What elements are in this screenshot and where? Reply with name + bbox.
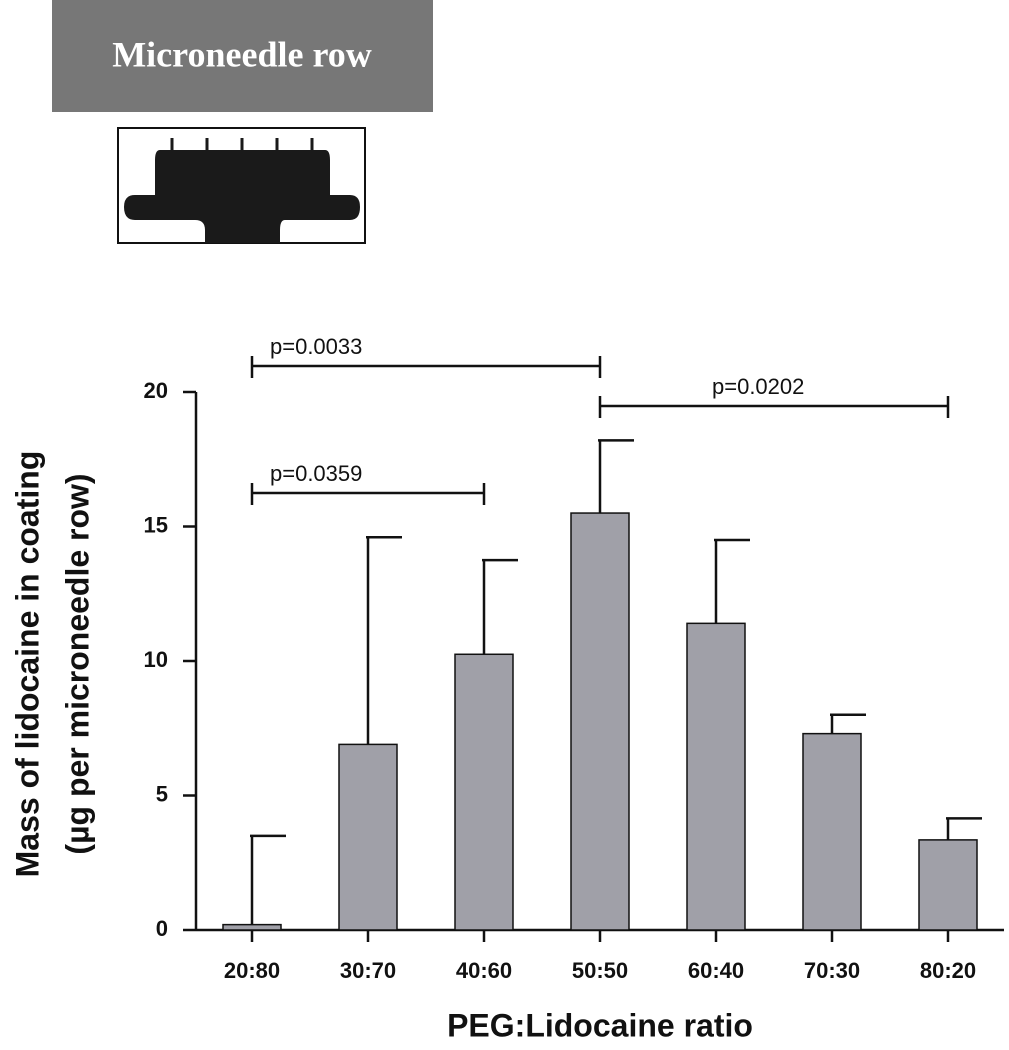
- error-bar: [830, 713, 866, 734]
- bar: [338, 743, 398, 931]
- inset-label: Microneedle row: [112, 34, 372, 74]
- bar: [918, 839, 978, 931]
- x-tick-label: 60:40: [688, 958, 744, 983]
- significance-label: p=0.0033: [270, 334, 362, 359]
- y-tick-label: 5: [156, 781, 168, 806]
- x-tick-label: 30:70: [340, 958, 396, 983]
- significance-bracket: [250, 356, 602, 378]
- y-axis-title: (µg per microneedle row): [59, 473, 95, 854]
- x-tick-label: 40:60: [456, 958, 512, 983]
- error-bar: [482, 558, 518, 655]
- y-axis-title: Mass of lidocaine in coating: [9, 451, 45, 878]
- x-tick-label: 50:50: [572, 958, 628, 983]
- bar: [686, 622, 746, 931]
- error-bar: [366, 536, 402, 745]
- x-axis-title: PEG:Lidocaine ratio: [447, 1007, 753, 1043]
- y-tick-label: 15: [144, 512, 168, 537]
- significance-bracket: [598, 396, 950, 418]
- error-bar: [598, 439, 634, 514]
- bar: [222, 923, 282, 931]
- y-tick-label: 20: [144, 378, 168, 403]
- bar: [802, 732, 862, 931]
- y-tick-label: 0: [156, 916, 168, 941]
- error-bar: [714, 538, 750, 624]
- microneedle-image: [117, 127, 366, 244]
- significance-bracket: [250, 483, 486, 505]
- bar: [570, 512, 630, 931]
- x-tick-label: 80:20: [920, 958, 976, 983]
- significance-label: p=0.0202: [712, 374, 804, 399]
- significance-label: p=0.0359: [270, 461, 362, 486]
- inset-header: [52, 0, 433, 112]
- error-bar: [250, 834, 286, 925]
- x-tick-label: 70:30: [804, 958, 860, 983]
- error-bar: [946, 817, 982, 840]
- y-tick-label: 10: [144, 647, 168, 672]
- bar: [454, 653, 514, 931]
- x-tick-label: 20:80: [224, 958, 280, 983]
